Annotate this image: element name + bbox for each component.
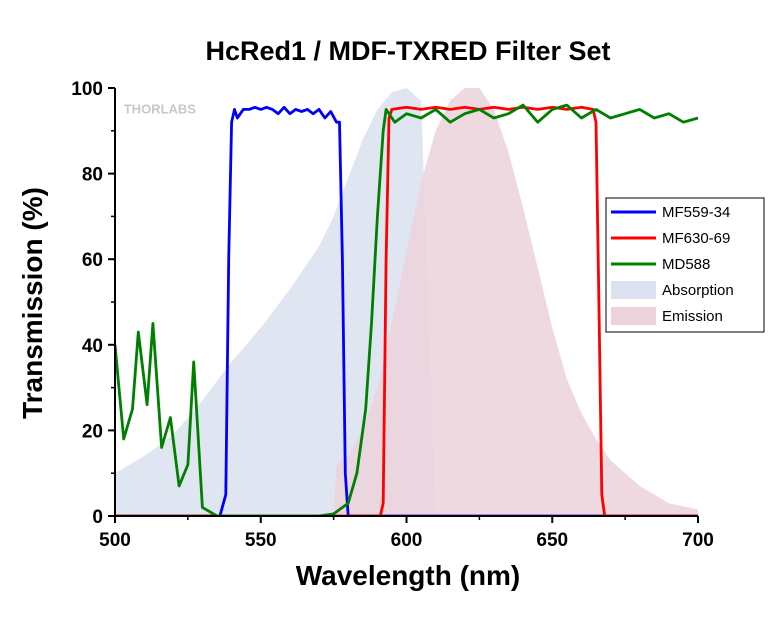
x-tick-label: 650 (536, 530, 568, 551)
x-tick-label: 550 (245, 530, 277, 551)
y-tick-label: 20 (82, 421, 103, 442)
series-group (115, 88, 698, 516)
series-line-mf559-34 (115, 105, 698, 516)
legend-label-mf559-34: MF559-34 (662, 204, 730, 221)
x-tick-label: 500 (99, 530, 131, 551)
watermark-text: THORLABS (124, 102, 197, 117)
y-tick-label: 40 (82, 336, 103, 357)
y-axis-label: Transmission (%) (17, 187, 48, 419)
y-tick-label: 100 (71, 79, 103, 100)
x-tick-label: 700 (682, 530, 714, 551)
legend: MF559-34 MF630-69 MD588 Absorption Emission (605, 197, 765, 333)
legend-label-md588: MD588 (662, 256, 710, 273)
plot-area: THORLABS 500 550 600 650 700 0 20 40 60 80 100 MF559… (71, 79, 765, 551)
y-tick-label: 0 (92, 507, 103, 528)
y-tick-label: 60 (82, 250, 103, 271)
legend-swatch-emission (611, 307, 656, 325)
legend-label-emission: Emission (662, 308, 723, 325)
x-axis-label: Wavelength (nm) (296, 560, 521, 591)
series-area-emission (115, 88, 698, 516)
legend-label-absorption: Absorption (662, 282, 734, 299)
legend-label-mf630-69: MF630-69 (662, 230, 730, 247)
series-line-md588 (115, 103, 698, 516)
chart-title: HcRed1 / MDF-TXRED Filter Set (205, 36, 610, 66)
legend-swatch-absorption (611, 281, 656, 299)
x-tick-label: 600 (391, 530, 423, 551)
y-tick-label: 80 (82, 165, 103, 186)
